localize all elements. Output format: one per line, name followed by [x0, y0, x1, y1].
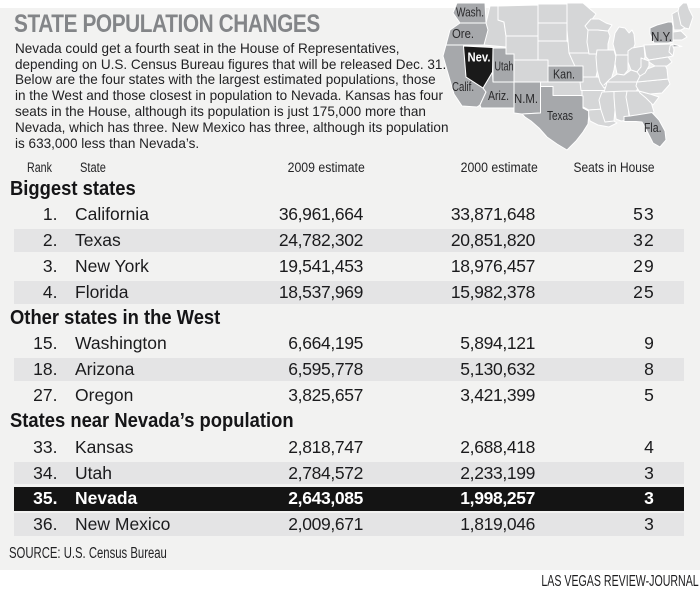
svg-text:N.Y.: N.Y.	[651, 30, 672, 44]
svg-text:N.M.: N.M.	[514, 92, 538, 106]
svg-text:Ariz.: Ariz.	[488, 89, 509, 103]
svg-text:Kan.: Kan.	[553, 68, 575, 82]
svg-text:Calif.: Calif.	[452, 80, 474, 94]
svg-text:Utah: Utah	[495, 60, 514, 74]
svg-text:Ore.: Ore.	[452, 27, 474, 41]
svg-text:Texas: Texas	[547, 109, 573, 123]
svg-text:Fla.: Fla.	[644, 121, 662, 135]
svg-text:Wash.: Wash.	[456, 6, 484, 20]
svg-text:Nev.: Nev.	[468, 51, 491, 65]
